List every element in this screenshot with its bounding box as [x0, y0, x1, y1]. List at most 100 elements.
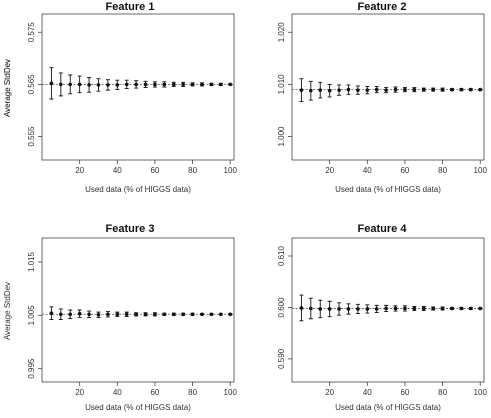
plot-frame: [291, 13, 485, 161]
plot-frame: [291, 237, 485, 383]
data-point: [171, 312, 176, 317]
x-tick-label: 20: [75, 166, 84, 175]
x-tick-label: 60: [400, 166, 409, 175]
data-point: [219, 312, 223, 317]
data-point: [478, 87, 483, 92]
y-tick-label: 0.565: [27, 74, 36, 95]
data-point: [219, 82, 223, 87]
x-tick-label: 60: [400, 388, 409, 397]
data-point: [96, 83, 101, 87]
x-tick-label: 60: [150, 388, 159, 397]
x-tick-label: 40: [113, 388, 122, 397]
chart-title: Feature 3: [106, 223, 155, 235]
x-tick-label: 100: [224, 388, 238, 397]
data-point: [68, 312, 73, 317]
data-point: [153, 82, 157, 87]
y-tick-label: 0.575: [27, 22, 36, 43]
data-point: [431, 306, 435, 311]
y-axis-label: Average StdDev: [3, 59, 12, 117]
data-point: [181, 82, 185, 87]
data-point: [299, 88, 304, 92]
data-point: [209, 82, 214, 87]
data-point: [459, 87, 464, 92]
data-point: [346, 87, 351, 92]
chart-title: Feature 1: [106, 1, 155, 13]
data-point: [431, 87, 435, 92]
y-tick-label: 1.015: [27, 251, 36, 272]
x-tick-label: 40: [363, 166, 372, 175]
data-point: [153, 312, 157, 317]
data-point: [469, 306, 473, 311]
chart-title: Feature 4: [358, 223, 408, 235]
data-point: [124, 312, 129, 317]
data-point: [327, 88, 332, 93]
data-point: [403, 87, 407, 92]
data-point: [68, 82, 73, 87]
data-point: [356, 88, 360, 92]
data-point: [469, 87, 473, 92]
data-point: [77, 311, 82, 316]
data-point: [228, 82, 233, 87]
x-tick-label: 20: [75, 388, 84, 397]
chart-panel-1: Feature 1 20 40 60 80 100 0.555 0.565 0.575 Used …: [3, 1, 237, 194]
data-point: [143, 312, 148, 317]
data-point: [200, 82, 204, 87]
data-point: [134, 82, 138, 87]
data-point: [106, 83, 110, 87]
data-point: [459, 306, 464, 311]
x-axis-label: Used data (% of HIGGS data): [85, 403, 191, 412]
data-point: [384, 306, 388, 311]
data-point: [309, 88, 313, 93]
data-point: [440, 306, 445, 311]
x-tick-label: 40: [363, 388, 372, 397]
x-tick-label: 80: [188, 166, 197, 175]
x-tick-label: 60: [150, 166, 159, 175]
x-tick-label: 80: [438, 166, 447, 175]
y-tick-label: 1.000: [277, 126, 286, 147]
data-point: [478, 306, 483, 311]
data-point: [59, 82, 63, 87]
data-point: [190, 82, 195, 87]
data-point: [318, 307, 323, 311]
data-point: [318, 88, 323, 92]
x-tick-label: 80: [188, 388, 197, 397]
x-axis-label: Used data (% of HIGGS data): [85, 185, 191, 194]
y-tick-label: 1.010: [277, 74, 286, 95]
data-point: [337, 307, 341, 311]
data-point: [171, 82, 176, 87]
y-tick-label: 0.590: [277, 348, 286, 369]
data-point: [412, 87, 417, 92]
data-point: [393, 306, 398, 311]
data-point: [309, 306, 313, 311]
x-tick-label: 20: [325, 166, 334, 175]
data-point: [49, 311, 54, 316]
plot-frame: [41, 237, 235, 383]
data-point: [106, 312, 110, 317]
y-tick-label: 0.995: [27, 358, 36, 379]
data-point: [162, 82, 167, 87]
data-point: [162, 312, 167, 317]
data-point: [115, 312, 120, 317]
data-point: [228, 312, 233, 317]
data-point: [412, 306, 417, 311]
x-axis-label: Used data (% of HIGGS data): [335, 403, 441, 412]
data-point: [181, 312, 185, 317]
plot-frame: [41, 13, 235, 161]
x-axis-label: Used data (% of HIGGS data): [335, 185, 441, 194]
chart-title: Feature 2: [358, 1, 407, 13]
data-point: [440, 87, 445, 92]
data-point: [134, 312, 138, 317]
y-tick-label: 0.610: [277, 245, 286, 266]
data-point: [59, 312, 63, 317]
data-point: [421, 306, 426, 311]
chart-panel-2: Feature 2 20 40 60 80 100 1.000 1.010 1.020 Used …: [3, 1, 487, 194]
data-point: [365, 307, 370, 311]
y-tick-label: 1.020: [277, 22, 286, 43]
data-point: [403, 306, 407, 311]
y-axis-label: Average StdDev: [3, 59, 12, 117]
data-point: [450, 87, 454, 92]
x-tick-label: 100: [224, 166, 238, 175]
x-tick-label: 100: [474, 166, 488, 175]
y-tick-label: 0.600: [277, 297, 286, 318]
